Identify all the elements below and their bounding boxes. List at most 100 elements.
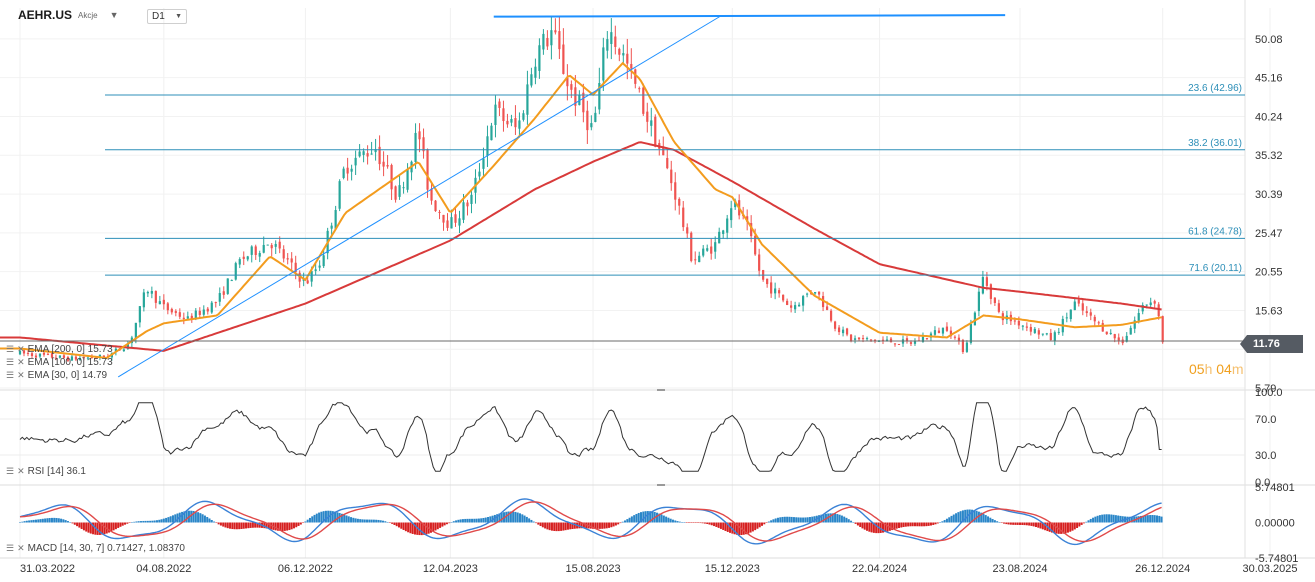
macd-histogram-bar [838,514,841,523]
date-axis-tick: 15.08.2023 [566,563,621,575]
price-axis-tick: 45.16 [1255,73,1283,85]
macd-histogram-bar [206,516,209,523]
candle-body [686,227,689,234]
macd-histogram-bar [950,515,953,523]
macd-histogram-bar [998,522,1001,523]
macd-histogram-bar [799,517,802,523]
menu-icon[interactable]: ☰ [6,466,15,476]
macd-histogram-bar [477,518,480,523]
candle-body [981,277,984,294]
macd-histogram-bar [1019,522,1021,525]
macd-histogram-bar [544,522,547,529]
candles-group [18,15,1164,362]
close-icon[interactable]: ✕ [17,466,25,476]
macd-histogram-bar [176,513,179,523]
macd-histogram-bar [1085,521,1088,523]
macd-histogram-bar [555,522,558,532]
candle-body [210,302,213,313]
macd-histogram-bar [87,522,90,533]
macd-histogram-bar [863,522,866,530]
macd-histogram-bar [322,511,325,523]
candle-body [178,312,181,317]
macd-histogram-bar [439,522,442,528]
close-icon[interactable]: ✕ [17,543,25,553]
macd-histogram-bar [199,513,202,523]
macd-histogram-bar [1144,515,1147,523]
price-axis-tick: 15.63 [1255,305,1283,317]
candle-body [94,357,98,359]
macd-histogram-bar [964,509,967,523]
macd-histogram-bar [60,518,63,523]
menu-icon[interactable]: ☰ [6,344,15,354]
candle-body [718,231,721,244]
macd-histogram-bar [112,522,115,531]
macd-histogram-bar [850,520,853,523]
close-icon[interactable]: ✕ [17,357,25,367]
macd-histogram-bar [304,521,307,523]
macd-histogram-bar [640,512,643,523]
candle-body [869,339,873,341]
macd-histogram-bar [1080,522,1083,525]
candle-body [478,171,481,177]
candle-body [1017,320,1020,326]
macd-histogram-bar [1117,515,1120,523]
candle-body [1025,326,1028,328]
candle-body [194,310,197,320]
candle-body [786,300,789,306]
close-icon[interactable]: ✕ [17,344,25,354]
candle-body [594,112,597,122]
macd-histogram-bar [1041,522,1044,530]
menu-icon[interactable]: ☰ [6,370,15,380]
macd-histogram-bar [101,522,104,535]
macd-histogram-bar [790,516,793,523]
macd-histogram-bar [772,519,775,523]
macd-histogram-bar [843,516,846,523]
menu-icon[interactable]: ☰ [6,543,15,553]
macd-histogram-bar [642,511,645,523]
macd-histogram-bar [674,520,677,523]
close-icon[interactable]: ✕ [17,370,25,380]
macd-histogram-bar [215,522,218,524]
candle-body [542,33,545,50]
macd-histogram-bar [934,522,937,525]
macd-histogram-bar [571,522,574,530]
macd-histogram-bar [907,522,910,527]
macd-histogram-bar [859,522,862,527]
candle-body [34,355,38,358]
candle-body [226,278,229,294]
macd-histogram-bar [1053,522,1056,534]
macd-histogram-bar [343,514,346,523]
rsi-line [19,402,1162,472]
macd-histogram-bar [487,517,490,523]
macd-histogram-bar [735,522,738,535]
candle-body [997,303,1000,312]
indicator-macd[interactable]: ☰ ✕ MACD [14, 30, 7] 0.71427, 1.08370 [6,543,185,554]
macd-histogram-bar [870,522,873,533]
macd-histogram-bar [1025,522,1028,526]
macd-histogram-bar [233,522,236,530]
candle-body [374,149,377,153]
indicator-ema100[interactable]: ☰ ✕ EMA [100, 0] 15.73 [6,357,113,368]
last-price-value: 11.76 [1253,338,1280,350]
candle-body [730,208,733,221]
candle-body [1045,333,1048,335]
chevron-down-icon[interactable]: ▼ [109,10,119,20]
countdown-minutes: 04 [1216,361,1232,377]
macd-histogram-bar [240,522,243,529]
rsi-axis-tick: 0.0 [1255,477,1270,489]
symbol-label[interactable]: AEHR.US [18,8,73,22]
indicator-rsi[interactable]: ☰ ✕ RSI [14] 36.1 [6,466,86,477]
macd-histogram-bar [516,512,519,523]
macd-histogram-bar [352,517,355,523]
macd-histogram-bar [174,514,177,523]
macd-histogram-bar [320,511,323,523]
macd-histogram-bar [73,522,76,525]
timeframe-select[interactable]: D1 ▼ [147,9,187,24]
menu-icon[interactable]: ☰ [6,357,15,367]
indicator-ema200[interactable]: ☰ ✕ EMA [200, 0] 15.73 [6,344,113,355]
indicator-ema30[interactable]: ☰ ✕ EMA [30, 0] 14.79 [6,370,107,381]
macd-histogram-bar [1112,514,1115,523]
candle-body [1133,320,1136,329]
candle-body [186,316,189,319]
